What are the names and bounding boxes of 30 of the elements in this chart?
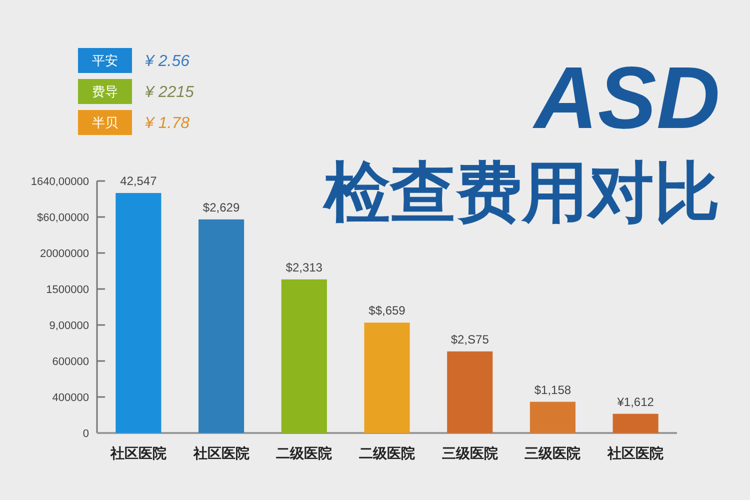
- text: 半贝: [92, 115, 118, 130]
- text: 600000: [52, 356, 89, 368]
- text: 0: [82, 428, 89, 440]
- annotation: $2,313: [286, 260, 323, 274]
- text: 平安: [92, 53, 118, 68]
- text: 1640,00000: [30, 176, 89, 188]
- x-tick-label: 三级医院: [524, 445, 581, 461]
- text: 费导: [92, 84, 118, 99]
- text: ¥ 2215: [145, 84, 194, 101]
- chart-title: ASD: [532, 48, 720, 147]
- x-tick-label: 社区医院: [192, 445, 250, 461]
- x-tick-label: 三级医院: [442, 445, 498, 461]
- text: 400000: [52, 392, 89, 404]
- annotation: $1,158: [534, 382, 572, 397]
- annotation: $2,S75: [450, 332, 490, 346]
- chart-subtitle: 检查费用对比: [322, 155, 720, 229]
- annotation: $2,629: [202, 200, 240, 214]
- x-tick-label: 二级医院: [276, 445, 332, 461]
- annotation: $$,659: [368, 304, 406, 318]
- text: 42,547: [120, 174, 158, 188]
- x-tick-label: 二级医院: [359, 445, 415, 461]
- text: 20000000: [40, 248, 89, 260]
- annotation: ¥1,612: [616, 394, 654, 409]
- text: 9,00000: [49, 320, 89, 332]
- text: ¥ 1.78: [145, 115, 190, 132]
- text: $60,00000: [37, 212, 89, 224]
- x-tick-label: 社区医院: [109, 445, 166, 461]
- text: 1500000: [46, 284, 89, 296]
- x-tick-label: 社区医院: [606, 445, 664, 461]
- text: ¥ 2.56: [145, 53, 190, 70]
